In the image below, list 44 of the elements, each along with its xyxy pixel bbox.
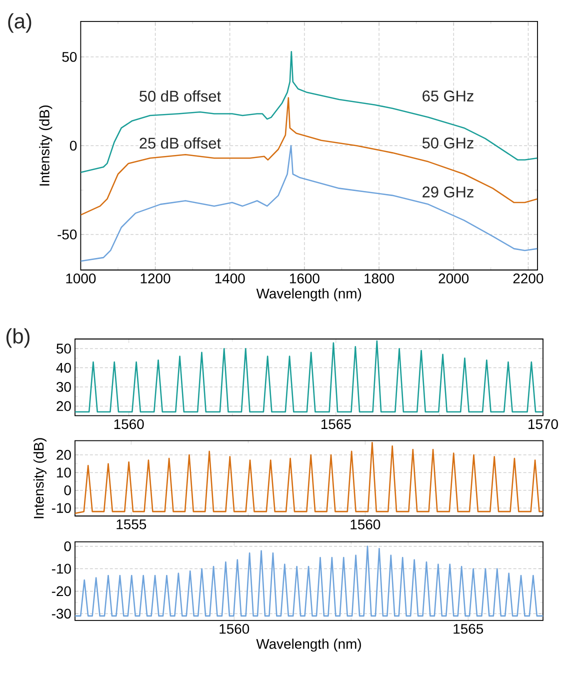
x-tick-label: 1565	[454, 624, 484, 634]
y-tick-label: 30	[56, 382, 71, 392]
text: (b)	[6, 328, 30, 348]
x-tick-label: 1200	[140, 274, 170, 284]
y-tick-label: -50	[58, 230, 77, 240]
x-axis-title: Wavelength (nm)	[256, 288, 362, 302]
y-tick-label: -20	[52, 586, 71, 596]
x-tick-label: 2200	[513, 274, 544, 284]
x-tick-label: 1000	[66, 274, 96, 284]
line-series	[75, 442, 544, 514]
annotation: 65 GHz	[422, 90, 474, 102]
line-series	[75, 340, 544, 413]
y-tick-label: 20	[56, 450, 71, 460]
y-tick-label: 50	[56, 344, 71, 354]
x-tick-label: 2000	[438, 274, 469, 284]
x-tick-label: 1560	[350, 520, 380, 530]
x-tick-label: 1600	[290, 274, 320, 284]
y-tick-label: 0	[64, 541, 71, 552]
y-axis-title: Intensity (dB)	[33, 438, 46, 518]
x-tick-label: 1565	[321, 419, 351, 430]
x-axis-title: Wavelength (nm)	[256, 638, 361, 652]
annotation: 29 GHz	[422, 186, 474, 198]
x-tick-label: 1800	[364, 274, 394, 284]
y-tick-label: -30	[52, 608, 71, 619]
y-axis-title: Intensity (dB)	[39, 106, 52, 186]
annotation: 50 GHz	[422, 138, 474, 148]
x-tick-label: 1400	[215, 274, 245, 284]
y-tick-label: 10	[57, 468, 71, 478]
line-series	[80, 50, 538, 173]
y-tick-label: 40	[56, 362, 71, 373]
x-tick-label: 1560	[220, 624, 250, 634]
y-tick-label: 0	[64, 485, 71, 496]
x-tick-label: 1570	[528, 419, 558, 430]
text: (a)	[8, 13, 32, 33]
x-tick-label: 1555	[116, 520, 146, 530]
y-tick-label: -10	[52, 564, 71, 574]
y-tick-label: 0	[70, 140, 77, 151]
annotation: 25 dB offset	[140, 137, 221, 149]
y-tick-label: -10	[52, 503, 71, 513]
line-series	[75, 546, 544, 617]
x-tick-label: 1560	[114, 419, 144, 430]
y-tick-label: 50	[62, 52, 77, 62]
annotation: 50 dB offset	[140, 90, 221, 102]
y-tick-label: 20	[56, 401, 71, 412]
